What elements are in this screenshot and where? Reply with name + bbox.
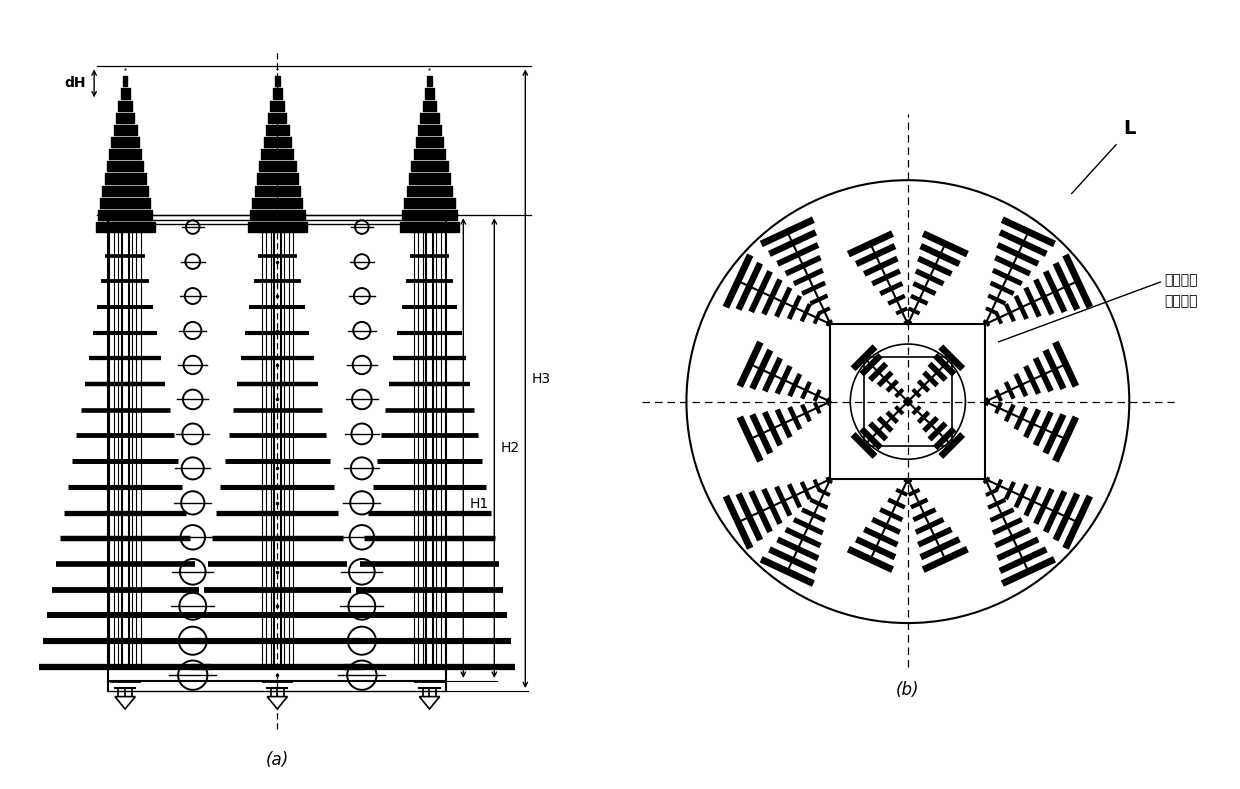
Text: (b): (b) — [897, 681, 920, 698]
Text: 低频单元
倾斜安装: 低频单元 倾斜安装 — [1164, 274, 1198, 308]
Bar — [831, 324, 986, 479]
Bar — [863, 357, 952, 446]
Text: dH: dH — [64, 77, 86, 91]
Text: H3: H3 — [532, 372, 552, 386]
Text: H2: H2 — [501, 441, 521, 455]
Text: H1: H1 — [470, 497, 490, 511]
Text: L: L — [1123, 119, 1136, 138]
Text: (a): (a) — [265, 751, 289, 769]
Polygon shape — [115, 697, 135, 709]
Polygon shape — [419, 697, 440, 709]
Polygon shape — [267, 697, 288, 709]
